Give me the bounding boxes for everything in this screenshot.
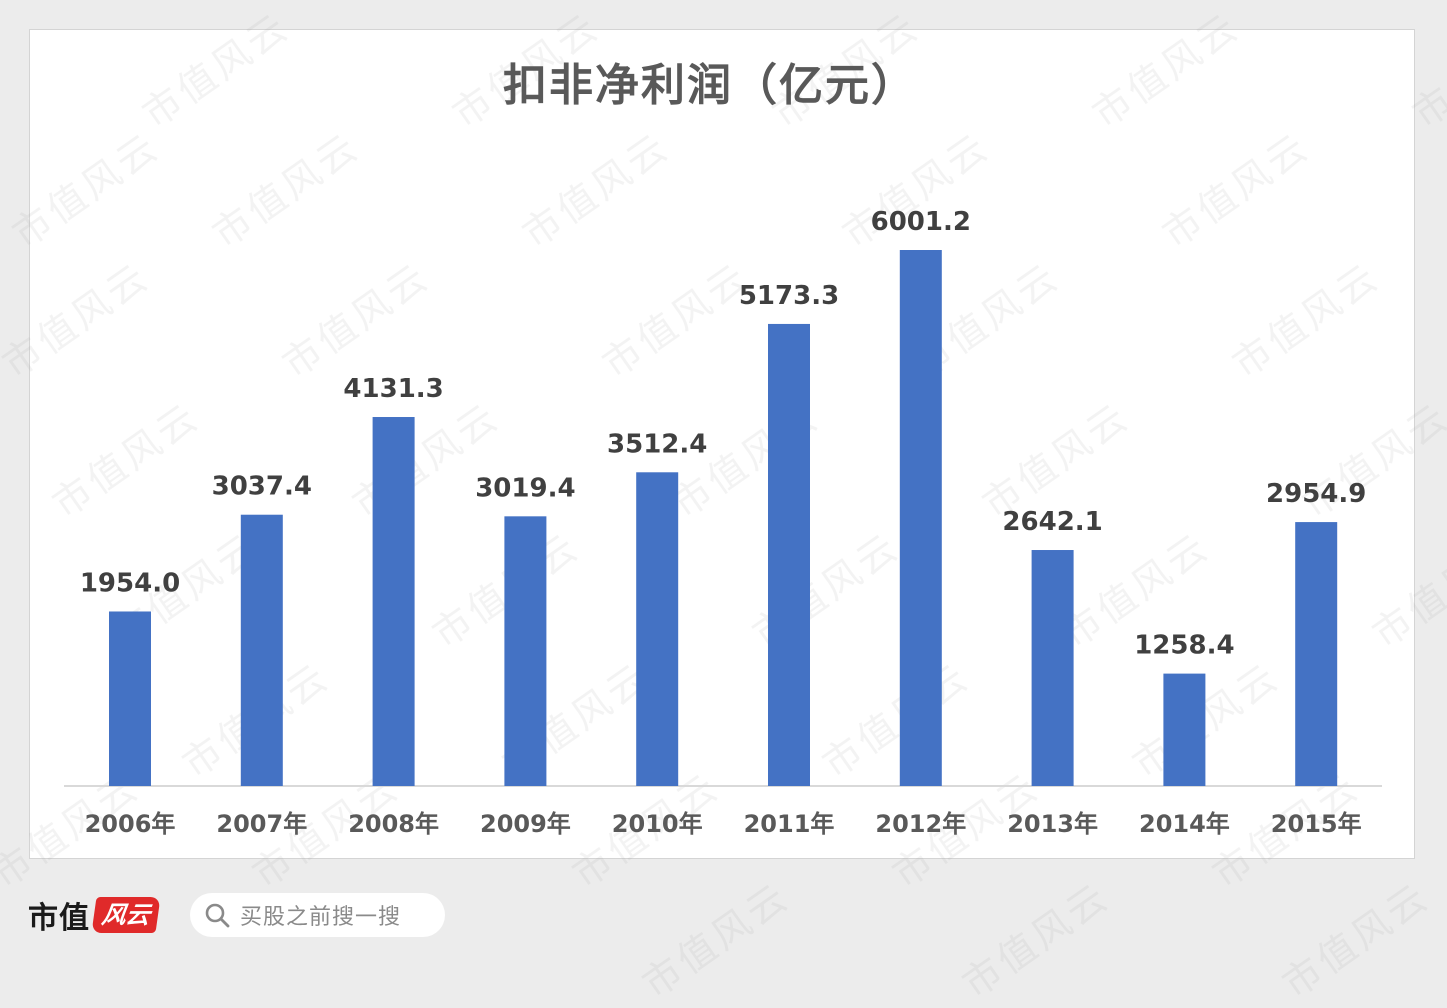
data-label-4: 3512.4: [607, 429, 707, 459]
bar-9: [1295, 522, 1338, 786]
data-label-3: 3019.4: [475, 473, 575, 503]
x-tick-label-3: 2009年: [480, 810, 571, 838]
bar-8: [1163, 673, 1206, 786]
x-tick-label-1: 2007年: [216, 810, 307, 838]
bar-3: [504, 516, 547, 786]
data-label-0: 1954.0: [80, 568, 180, 598]
bar-5: [768, 323, 810, 786]
data-label-5: 5173.3: [739, 281, 839, 311]
bar-1: [240, 514, 283, 786]
chart-title: 扣非净利润（亿元）: [503, 60, 917, 111]
data-label-7: 2642.1: [1002, 507, 1102, 537]
logo-text: 市值: [28, 901, 90, 936]
x-tick-label-0: 2006年: [85, 810, 176, 838]
bar-6: [899, 250, 942, 786]
x-tick-label-2: 2008年: [348, 810, 439, 838]
x-tick-label-6: 2012年: [875, 810, 966, 838]
bar-7: [1031, 550, 1074, 786]
search-icon: [204, 902, 230, 928]
x-tick-label-7: 2013年: [1007, 810, 1098, 838]
brand-logo[interactable]: 市值 风云: [28, 893, 161, 937]
bar-0: [109, 611, 151, 786]
bar-4: [636, 472, 679, 786]
search-placeholder: 买股之前搜一搜: [240, 905, 402, 930]
data-label-1: 3037.4: [212, 472, 312, 502]
data-label-6: 6001.2: [871, 207, 971, 237]
bar-2: [372, 417, 415, 786]
x-tick-label-5: 2011年: [744, 810, 835, 838]
x-tick-label-8: 2014年: [1139, 810, 1230, 838]
x-tick-label-9: 2015年: [1271, 810, 1362, 838]
data-label-9: 2954.9: [1266, 479, 1366, 509]
bar-chart: 1954.0 2006年 3037.4 2007年 4131.3 2008年 3019.4 2…: [64, 207, 1382, 838]
data-label-2: 4131.3: [343, 374, 443, 404]
search-box[interactable]: 买股之前搜一搜: [190, 893, 445, 937]
logo-badge: 风云: [91, 897, 161, 933]
data-label-8: 1258.4: [1134, 631, 1234, 661]
x-tick-label-4: 2010年: [612, 810, 703, 838]
